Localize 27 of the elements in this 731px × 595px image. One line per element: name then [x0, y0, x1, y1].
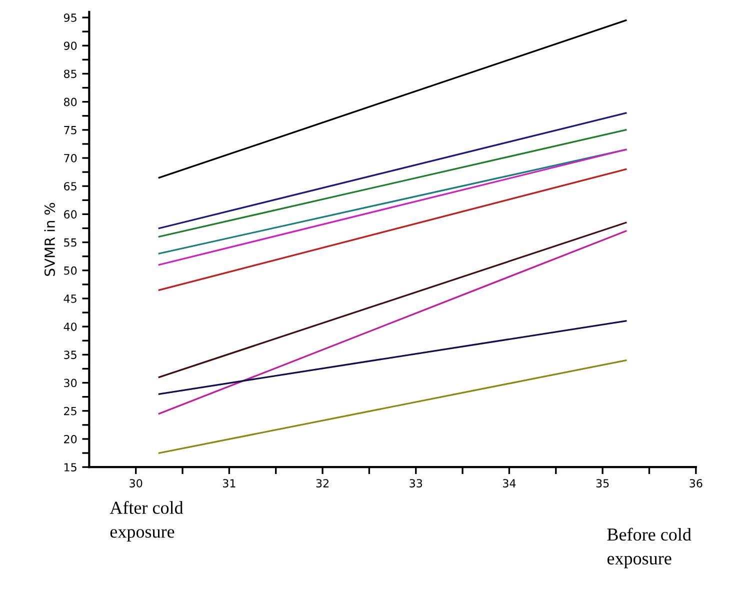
y-tick-label: 25: [64, 406, 76, 416]
y-tick-label: 55: [64, 238, 76, 247]
y-tick-label: 85: [64, 70, 76, 78]
y-tick-label: 75: [64, 126, 76, 134]
y-axis-title: SVMR in %: [44, 202, 55, 276]
x-tick-label: 33: [410, 479, 422, 488]
y-tick-label: 20: [64, 434, 77, 444]
y-tick-label: 35: [64, 350, 76, 360]
y-tick-label: 45: [64, 294, 76, 303]
y-tick-label: 90: [64, 42, 77, 50]
text: After cold exposure: [110, 501, 184, 542]
x-tick-label: 36: [690, 479, 702, 488]
y-tick-label: 60: [64, 210, 77, 219]
y-tick-label: 40: [64, 322, 77, 331]
y-tick-label: 30: [64, 378, 77, 388]
x-tick-label: 34: [503, 479, 516, 488]
x-tick-label: 31: [222, 479, 236, 488]
y-tick-label: 95: [64, 13, 76, 22]
text: Before cold exposure: [607, 528, 692, 568]
y-tick-label: 50: [64, 266, 77, 275]
y-tick-label: 65: [64, 182, 76, 190]
y-tick-label: 80: [64, 98, 77, 106]
y-tick-label: 15: [64, 463, 76, 472]
x-tick-label: 35: [596, 479, 609, 488]
x-tick-label: 32: [316, 479, 328, 488]
x-tick-label: 30: [130, 479, 142, 488]
y-tick-label: 70: [64, 154, 77, 162]
